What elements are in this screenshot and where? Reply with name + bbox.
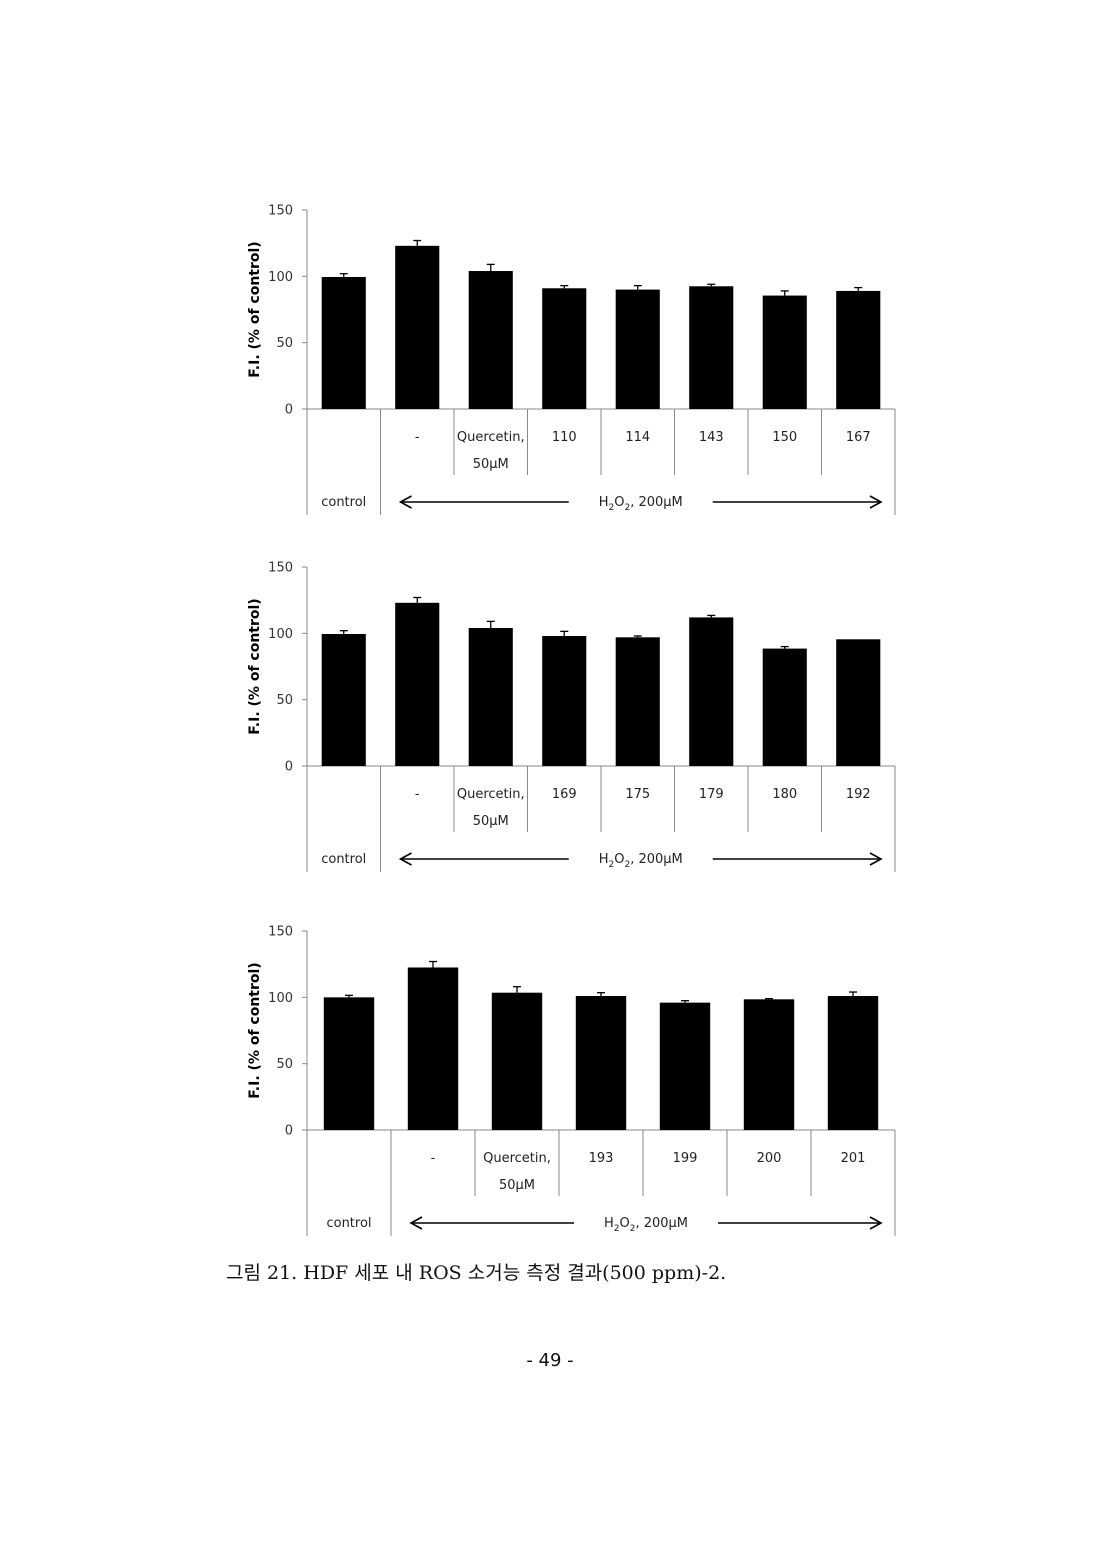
y-tick-label: 100	[268, 991, 293, 1006]
y-tick-label: 150	[268, 204, 293, 219]
bar	[491, 992, 543, 1130]
category-label: -	[415, 430, 420, 445]
bar	[762, 648, 807, 766]
arrow-right-head	[869, 1216, 883, 1230]
category-label: 200	[757, 1151, 782, 1166]
y-tick-label: 100	[268, 627, 293, 642]
group-label-control: control	[326, 1216, 371, 1231]
arrow-left-head	[398, 495, 412, 509]
category-label: 150	[772, 430, 797, 445]
arrow-right-head	[869, 852, 883, 866]
category-label: 114	[625, 430, 650, 445]
bar	[836, 639, 881, 766]
category-label: 50μM	[473, 457, 509, 472]
y-tick-label: 150	[268, 925, 293, 940]
bar	[468, 271, 513, 409]
category-label: 180	[772, 787, 797, 802]
category-label: 169	[552, 787, 577, 802]
y-tick-label: 0	[285, 1124, 293, 1139]
y-tick-label: 50	[276, 1057, 293, 1072]
group-label-treatment: H2O2, 200μM	[599, 495, 683, 513]
bar	[395, 602, 440, 766]
chart-3-svg: F.I. (% of control) 0 50 100 150 - Quercetin, 5…	[247, 925, 896, 1236]
chart-2: F.I. (% of control) 0 50 100 150 - Quercetin, 5…	[0, 552, 1100, 882]
y-tick-label: 100	[268, 270, 293, 285]
category-label: 143	[699, 430, 724, 445]
arrow-left-head	[409, 1216, 423, 1230]
category-label: -	[415, 787, 420, 802]
category-label: 50μM	[473, 814, 509, 829]
bar	[689, 617, 734, 766]
y-tick-label: 150	[268, 561, 293, 576]
bar	[762, 295, 807, 409]
chart-1: F.I. (% of control) 0 50 100 150 - Quercetin, 5…	[0, 195, 1100, 525]
bar	[827, 996, 879, 1130]
chart-3: F.I. (% of control) 0 50 100 150 - Quercetin, 5…	[0, 916, 1100, 1246]
category-label: 179	[699, 787, 724, 802]
bar	[321, 276, 366, 409]
bar	[407, 967, 459, 1130]
category-label: 199	[673, 1151, 698, 1166]
chart-2-svg: F.I. (% of control) 0 50 100 150 - Quercetin, 5…	[247, 561, 896, 872]
category-label: Quercetin,	[483, 1151, 551, 1166]
y-tick-label: 0	[285, 760, 293, 775]
bar	[468, 628, 513, 766]
y-axis-label: F.I. (% of control)	[247, 241, 263, 377]
category-label: 175	[625, 787, 650, 802]
category-label: 50μM	[499, 1178, 535, 1193]
y-tick-label: 0	[285, 403, 293, 418]
bar	[615, 289, 660, 409]
category-label: 192	[846, 787, 871, 802]
category-label: 110	[552, 430, 577, 445]
bar	[743, 999, 795, 1130]
figure-caption: 그림 21. HDF 세포 내 ROS 소거능 측정 결과(500 ppm)-2…	[226, 1262, 727, 1284]
page-number: - 49 -	[526, 1350, 574, 1371]
y-axis-label: F.I. (% of control)	[247, 962, 263, 1098]
group-label-control: control	[321, 495, 366, 510]
y-axis-label: F.I. (% of control)	[247, 598, 263, 734]
group-label-treatment: H2O2, 200μM	[599, 852, 683, 870]
category-label: 167	[846, 430, 871, 445]
bar	[575, 996, 627, 1130]
arrow-right-head	[869, 495, 883, 509]
bar	[542, 635, 587, 766]
bar	[321, 633, 366, 766]
bar	[689, 286, 734, 409]
category-label: 201	[841, 1151, 866, 1166]
bar	[542, 288, 587, 409]
y-tick-label: 50	[276, 693, 293, 708]
bar	[395, 245, 440, 409]
bar	[836, 290, 881, 409]
chart-1-svg: F.I. (% of control) 0 50 100 150 - Quercetin, 5…	[247, 204, 896, 515]
category-label: 193	[589, 1151, 614, 1166]
arrow-left-head	[398, 852, 412, 866]
category-label: -	[431, 1151, 436, 1166]
bar	[323, 997, 375, 1130]
category-label: Quercetin,	[457, 430, 525, 445]
y-tick-label: 50	[276, 336, 293, 351]
group-label-control: control	[321, 852, 366, 867]
bar	[659, 1002, 711, 1130]
bar	[615, 637, 660, 766]
category-label: Quercetin,	[457, 787, 525, 802]
group-label-treatment: H2O2, 200μM	[604, 1216, 688, 1234]
